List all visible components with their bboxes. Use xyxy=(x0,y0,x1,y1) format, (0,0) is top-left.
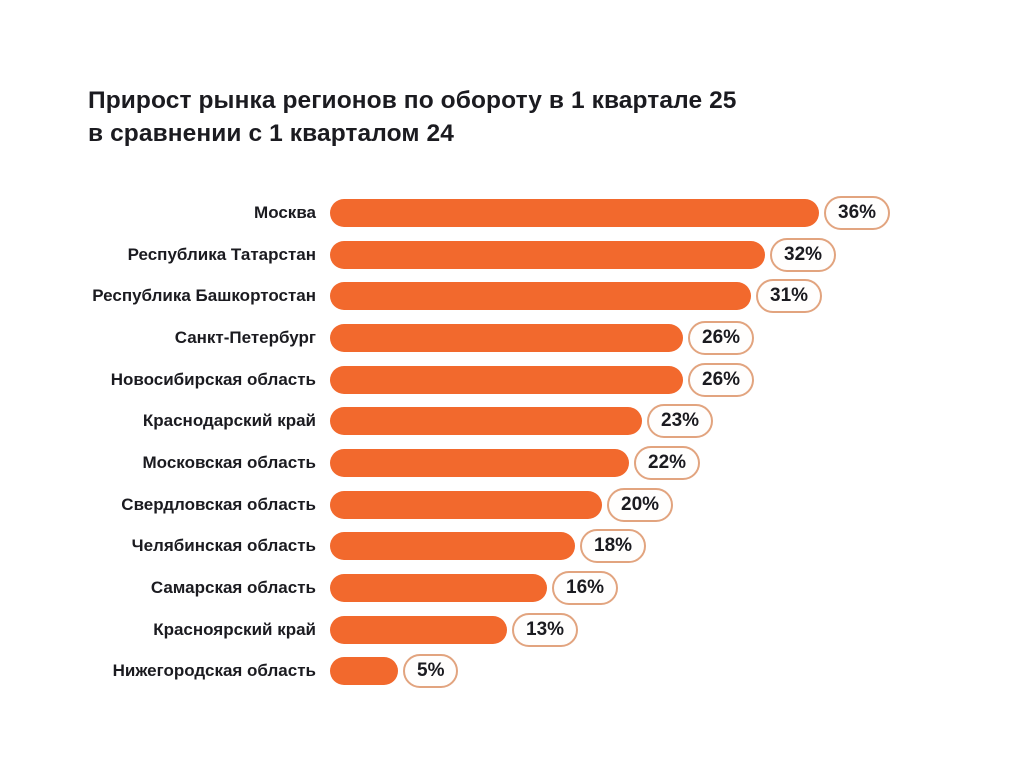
value-badge: 18% xyxy=(580,529,647,564)
bar-row-label: Санкт-Петербург xyxy=(174,327,316,347)
bar-row-label: Красноярский край xyxy=(153,619,316,639)
bar-row: Республика Татарстан 32% xyxy=(88,234,1008,276)
bar-row-label: Москва xyxy=(254,202,316,222)
bar-row: Санкт-Петербург 26% xyxy=(88,317,1008,359)
bar xyxy=(330,532,575,561)
bar-chart: Москва 36% Республика Татарстан 32% Респ… xyxy=(88,192,1008,692)
value-badge: 16% xyxy=(552,571,619,606)
value-badge: 31% xyxy=(756,279,823,314)
bar-row-label: Челябинская область xyxy=(131,536,316,556)
bar-row-label: Нижегородская область xyxy=(112,661,316,681)
bar xyxy=(330,490,602,519)
bar-row-label: Республика Татарстан xyxy=(127,244,316,264)
bar xyxy=(330,198,819,227)
value-badge: 13% xyxy=(512,612,579,647)
bar xyxy=(330,282,751,311)
bar-row: Новосибирская область 26% xyxy=(88,359,1008,401)
bar xyxy=(330,615,507,644)
bar xyxy=(330,407,642,436)
bar-row: Челябинская область 18% xyxy=(88,526,1008,568)
bar xyxy=(330,240,765,269)
value-badge: 32% xyxy=(770,237,837,272)
chart-title: Прирост рынка регионов по обороту в 1 кв… xyxy=(88,84,888,150)
value-badge: 20% xyxy=(607,487,674,522)
bar-row: Свердловская область 20% xyxy=(88,484,1008,526)
bar-row-label: Свердловская область xyxy=(121,494,316,514)
value-badge: 5% xyxy=(403,654,459,689)
bar-row: Краснодарский край 23% xyxy=(88,400,1008,442)
value-badge: 26% xyxy=(688,320,755,355)
value-badge: 22% xyxy=(634,445,701,480)
bar-row: Красноярский край 13% xyxy=(88,609,1008,651)
value-badge: 23% xyxy=(647,404,714,439)
bar-row: Республика Башкортостан 31% xyxy=(88,275,1008,317)
bar xyxy=(330,323,683,352)
chart-title-line-2: в сравнении с 1 кварталом 24 xyxy=(88,120,454,147)
chart-title-line-1: Прирост рынка регионов по обороту в 1 кв… xyxy=(88,87,737,114)
bar xyxy=(330,448,629,477)
bar-row-label: Республика Башкортостан xyxy=(92,286,316,306)
bar-row-label: Самарская область xyxy=(150,578,316,598)
bar-row-label: Московская область xyxy=(142,452,316,472)
bar-row: Нижегородская область 5% xyxy=(88,651,1008,693)
bar xyxy=(330,657,398,686)
bar xyxy=(330,365,683,394)
bar-row: Московская область 22% xyxy=(88,442,1008,484)
bar-row: Самарская область 16% xyxy=(88,567,1008,609)
bar-row-label: Новосибирская область xyxy=(110,369,316,389)
bar xyxy=(330,574,547,603)
value-badge: 36% xyxy=(824,195,891,230)
value-badge: 26% xyxy=(688,362,755,397)
bar-row-label: Краснодарский край xyxy=(142,411,316,431)
bar-row: Москва 36% xyxy=(88,192,1008,234)
